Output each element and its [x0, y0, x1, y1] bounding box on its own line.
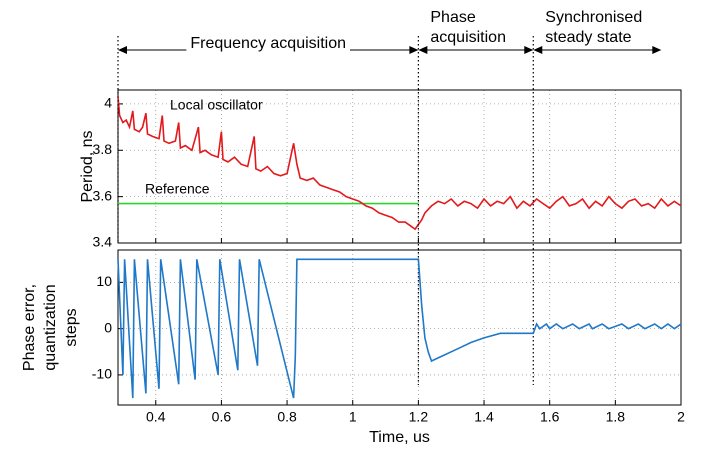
x-tick-label: 1.8 [606, 409, 626, 425]
arrow-head [533, 46, 543, 54]
phase-label: steady state [545, 29, 631, 46]
y-axis-label: steps [63, 308, 80, 346]
y-tick-label: 3.8 [93, 141, 113, 157]
arrow-head [652, 46, 662, 54]
label-background [186, 35, 351, 53]
y-axis-label: Phase error, [21, 284, 38, 371]
x-tick-label: 2 [677, 409, 685, 425]
x-tick-label: 0.6 [212, 409, 232, 425]
x-tick-label: 1.2 [409, 409, 429, 425]
arrow-head [118, 46, 127, 54]
x-tick-label: 0.4 [146, 409, 166, 425]
arrow-head [409, 46, 419, 54]
data-line [117, 258, 682, 399]
x-tick-label: 1.4 [474, 409, 494, 425]
x-axis-label: Time, us [369, 429, 430, 446]
x-tick-label: 1 [349, 409, 357, 425]
y-tick-label: 4 [104, 95, 112, 111]
phase-label: Phase [430, 9, 475, 26]
series-label: Local oscillator [170, 97, 263, 113]
x-tick-label: 1.6 [540, 409, 560, 425]
arrow-head [524, 46, 534, 54]
y-tick-label: 3.4 [93, 234, 113, 250]
arrow-head [418, 46, 428, 54]
y-tick-label: 0 [104, 319, 112, 335]
plot-frame [117, 249, 682, 406]
phase-label: acquisition [430, 29, 506, 46]
plot-frame [117, 89, 682, 244]
y-axis-label: quantization [42, 284, 59, 370]
x-tick-label: 0.8 [277, 409, 297, 425]
y-tick-label: 3.6 [93, 187, 113, 203]
series-label: Reference [145, 181, 210, 197]
y-tick-label: -10 [92, 366, 112, 382]
phase-label: Frequency acquisition [190, 35, 346, 52]
y-tick-label: 10 [96, 273, 112, 289]
data-line [117, 96, 682, 231]
y-axis-label: Period, ns [79, 130, 96, 202]
phase-label: Synchronised [545, 9, 642, 26]
